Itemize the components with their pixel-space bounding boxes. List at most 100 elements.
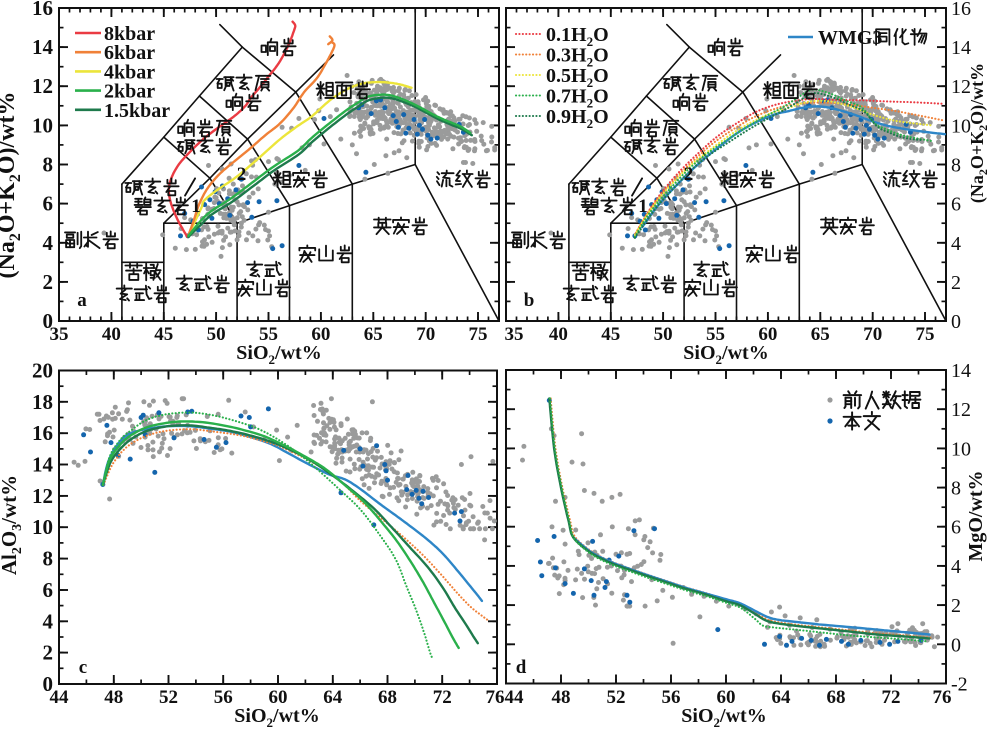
svg-text:14: 14 [32,453,54,477]
svg-text:1: 1 [191,196,201,217]
svg-text:8: 8 [951,155,961,177]
svg-text:0.1H2O: 0.1H2O [546,24,609,49]
svg-text:35: 35 [505,324,524,345]
svg-text:12: 12 [32,484,53,508]
svg-text:44: 44 [505,687,525,708]
svg-text:SiO2/wt%: SiO2/wt% [681,705,766,730]
svg-text:6kbar: 6kbar [104,42,155,64]
svg-text:2: 2 [951,595,961,617]
svg-text:MgO/wt%: MgO/wt% [965,470,987,561]
svg-text:60: 60 [758,324,777,345]
svg-text:0.7H2O: 0.7H2O [546,86,609,111]
svg-text:WMG3: WMG3 [818,27,882,49]
svg-text:10: 10 [951,438,971,460]
svg-text:6: 6 [951,517,961,539]
svg-text:2: 2 [951,272,961,294]
svg-text:16: 16 [951,0,971,20]
svg-text:SiO2/wt%: SiO2/wt% [236,342,321,367]
svg-text:12: 12 [951,76,971,98]
svg-text:72: 72 [882,687,901,708]
svg-text:0.3H2O: 0.3H2O [546,45,609,70]
svg-text:64: 64 [323,687,343,708]
svg-text:70: 70 [863,324,882,345]
svg-text:60: 60 [717,687,736,708]
svg-text:4kbar: 4kbar [104,61,155,83]
svg-text:SiO2/wt%: SiO2/wt% [234,705,319,730]
svg-text:1: 1 [638,196,648,217]
svg-text:0: 0 [43,309,54,333]
svg-text:55: 55 [706,324,725,345]
svg-text:c: c [79,657,87,678]
svg-text:56: 56 [662,687,681,708]
svg-text:76: 76 [486,687,505,708]
svg-text:6: 6 [43,192,54,216]
svg-text:8: 8 [43,547,54,571]
svg-text:b: b [524,290,535,311]
svg-text:48: 48 [552,687,571,708]
svg-text:8kbar: 8kbar [104,23,155,45]
svg-text:55: 55 [259,324,278,345]
svg-text:0: 0 [951,634,961,656]
svg-text:18: 18 [32,390,53,414]
svg-text:8: 8 [43,153,54,177]
svg-text:-2: -2 [951,674,968,696]
svg-text:65: 65 [364,324,383,345]
svg-text:2: 2 [237,164,247,185]
svg-text:52: 52 [159,687,178,708]
svg-text:44: 44 [50,687,70,708]
svg-text:52: 52 [607,687,626,708]
svg-text:10: 10 [32,515,53,539]
svg-text:75: 75 [469,324,488,345]
svg-text:4: 4 [43,231,54,255]
svg-text:14: 14 [951,360,971,382]
svg-text:60: 60 [269,687,288,708]
svg-text:48: 48 [104,687,123,708]
svg-text:2: 2 [43,270,54,294]
svg-text:45: 45 [601,324,620,345]
svg-text:10: 10 [32,113,53,137]
svg-text:64: 64 [772,687,792,708]
svg-text:72: 72 [433,687,452,708]
svg-text:d: d [516,657,527,678]
svg-text:1.5kbar: 1.5kbar [104,100,170,122]
svg-text:65: 65 [811,324,830,345]
svg-text:45: 45 [154,324,173,345]
svg-text:40: 40 [102,324,121,345]
svg-text:SiO2/wt%: SiO2/wt% [683,342,768,367]
svg-text:6: 6 [951,194,961,216]
svg-text:4: 4 [951,233,961,255]
svg-text:(Na2O+K2O)/wt%: (Na2O+K2O)/wt% [967,63,990,203]
svg-text:Al2O3/wt%: Al2O3/wt% [0,475,25,575]
svg-text:35: 35 [50,324,69,345]
svg-text:68: 68 [827,687,846,708]
svg-text:75: 75 [916,324,935,345]
svg-text:68: 68 [378,687,397,708]
svg-text:50: 50 [207,324,226,345]
svg-text:2: 2 [43,641,54,665]
svg-text:8: 8 [951,478,961,500]
svg-text:0.9H2O: 0.9H2O [546,106,609,131]
svg-text:a: a [77,290,87,311]
svg-text:16: 16 [32,0,53,20]
svg-text:0: 0 [951,311,961,333]
svg-text:70: 70 [416,324,435,345]
svg-text:20: 20 [32,359,53,383]
svg-text:76: 76 [933,687,952,708]
svg-text:60: 60 [311,324,330,345]
svg-text:2: 2 [684,164,694,185]
svg-text:50: 50 [654,324,673,345]
svg-text:14: 14 [951,37,971,59]
svg-text:10: 10 [951,115,971,137]
svg-text:0: 0 [43,672,54,696]
svg-text:56: 56 [214,687,233,708]
svg-text:(Na2O+K2O)/wt%: (Na2O+K2O)/wt% [0,92,24,279]
svg-text:0.5H2O: 0.5H2O [546,65,609,90]
svg-text:16: 16 [32,421,53,445]
svg-text:4: 4 [43,609,54,633]
svg-text:4: 4 [951,556,961,578]
svg-text:2kbar: 2kbar [104,81,155,103]
svg-text:12: 12 [951,399,971,421]
svg-text:14: 14 [32,35,54,59]
svg-text:40: 40 [549,324,568,345]
svg-text:12: 12 [32,74,53,98]
